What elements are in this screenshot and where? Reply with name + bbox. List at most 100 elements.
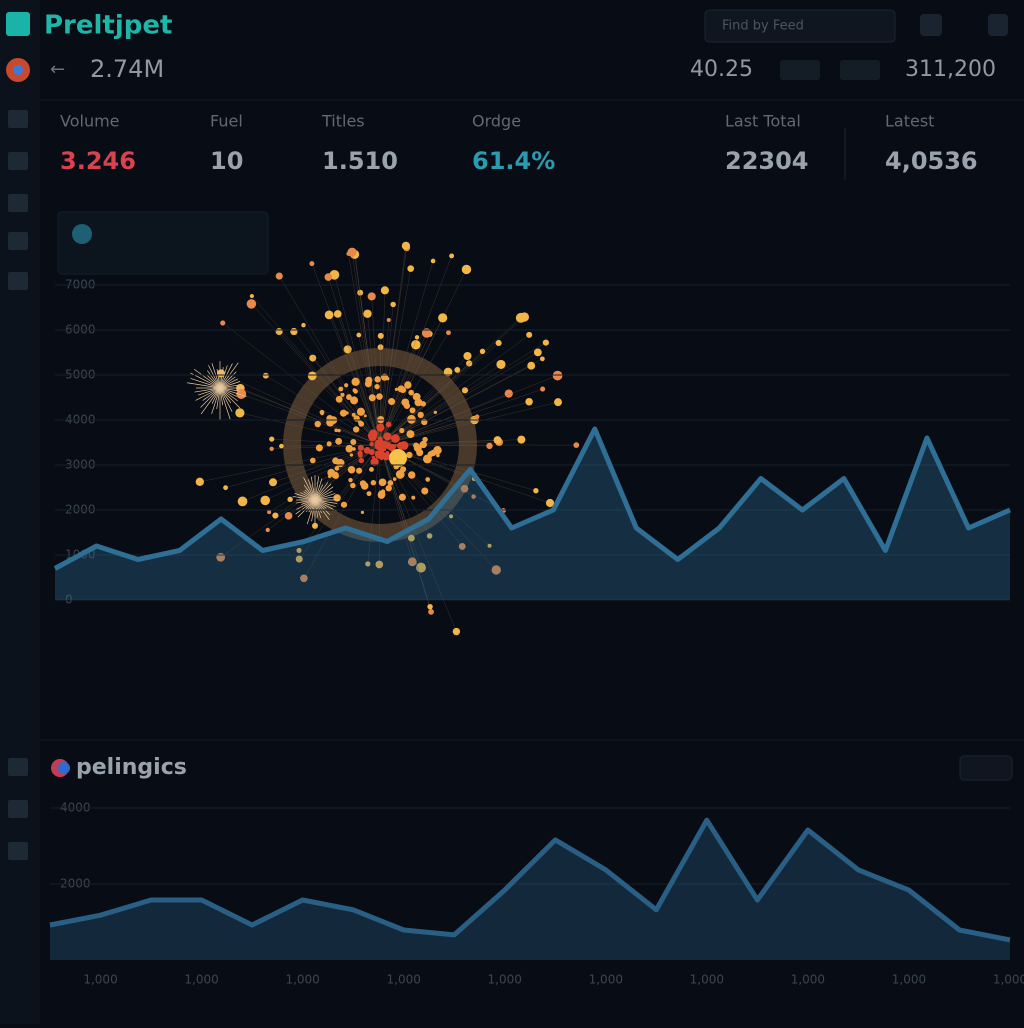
node xyxy=(494,436,502,444)
node xyxy=(247,299,257,309)
node xyxy=(554,398,562,406)
nav-icon[interactable] xyxy=(8,110,28,128)
user-icon[interactable] xyxy=(920,14,942,36)
kpi-label: Volume xyxy=(60,112,120,131)
chart-title: pelingics xyxy=(76,755,187,780)
node xyxy=(480,349,485,354)
node xyxy=(527,362,535,370)
kpi-value: 3.246 xyxy=(60,147,136,175)
filter-button[interactable] xyxy=(840,60,880,80)
node xyxy=(517,436,525,444)
node xyxy=(365,377,372,384)
x-tick-label: 1,000 xyxy=(387,973,421,987)
node xyxy=(376,393,383,400)
x-tick-label: 1,000 xyxy=(791,973,825,987)
node xyxy=(386,422,392,428)
node xyxy=(390,302,395,307)
logo[interactable] xyxy=(6,12,30,36)
node xyxy=(525,398,533,406)
browser-icon-center xyxy=(13,65,23,75)
node xyxy=(399,428,404,433)
node xyxy=(356,333,361,338)
node xyxy=(238,497,248,507)
range-button[interactable] xyxy=(960,756,1012,780)
node xyxy=(553,371,563,381)
node xyxy=(415,335,419,339)
node xyxy=(364,414,367,417)
node xyxy=(369,449,375,455)
node xyxy=(353,426,359,432)
node xyxy=(397,471,404,478)
node xyxy=(335,438,342,445)
node xyxy=(333,494,340,501)
x-tick-label: 1,000 xyxy=(285,973,319,987)
node xyxy=(220,320,225,325)
node xyxy=(309,355,316,362)
node xyxy=(384,441,388,445)
node xyxy=(401,399,409,407)
nav-icon[interactable] xyxy=(8,232,28,250)
nav-icon[interactable] xyxy=(8,272,28,290)
node xyxy=(341,502,347,508)
node xyxy=(573,442,579,448)
node xyxy=(269,436,274,441)
node xyxy=(398,385,405,392)
node xyxy=(344,383,348,387)
nav-icon[interactable] xyxy=(8,758,28,776)
app-title: Preltjpet xyxy=(44,11,172,41)
node xyxy=(279,444,284,449)
node xyxy=(378,491,386,499)
node xyxy=(402,242,410,250)
node xyxy=(351,378,359,386)
kpi-value: 61.4% xyxy=(472,147,555,175)
node xyxy=(406,452,412,458)
x-tick-label: 1,000 xyxy=(488,973,522,987)
node xyxy=(383,448,386,451)
x-tick-label: 1,000 xyxy=(83,973,117,987)
node xyxy=(463,352,471,360)
x-tick-label: 1,000 xyxy=(892,973,926,987)
node xyxy=(438,313,447,322)
kpi-label: Fuel xyxy=(210,112,243,131)
node xyxy=(308,371,317,380)
node xyxy=(496,360,505,369)
node xyxy=(408,471,415,478)
node xyxy=(374,376,380,382)
node xyxy=(407,265,414,272)
node xyxy=(496,340,502,346)
node xyxy=(334,474,339,479)
nav-icon[interactable] xyxy=(8,152,28,170)
node xyxy=(325,273,333,281)
node xyxy=(428,609,434,615)
kpi-value: 1.510 xyxy=(322,147,398,175)
node xyxy=(368,292,376,300)
back-arrow[interactable]: ← xyxy=(50,59,65,80)
node xyxy=(410,407,416,413)
nav-icon[interactable] xyxy=(8,800,28,818)
menu-icon[interactable] xyxy=(988,14,1008,36)
node xyxy=(526,332,532,338)
node xyxy=(269,447,273,451)
node xyxy=(400,441,409,450)
node xyxy=(361,482,369,490)
node xyxy=(421,488,428,495)
node xyxy=(336,396,343,403)
node xyxy=(367,491,372,496)
node xyxy=(431,259,436,264)
info-card xyxy=(58,212,268,274)
node xyxy=(427,604,432,609)
node xyxy=(338,387,343,392)
node xyxy=(235,408,244,417)
nav-icon[interactable] xyxy=(8,842,28,860)
node xyxy=(340,393,344,397)
node xyxy=(399,494,406,501)
filter-button[interactable] xyxy=(780,60,820,80)
node xyxy=(359,458,364,463)
node xyxy=(383,432,391,440)
nav-icon[interactable] xyxy=(8,194,28,212)
kpi-label: Ordge xyxy=(472,112,521,131)
x-tick-label: 1,000 xyxy=(184,973,218,987)
node xyxy=(386,485,392,491)
info-icon xyxy=(72,224,92,244)
